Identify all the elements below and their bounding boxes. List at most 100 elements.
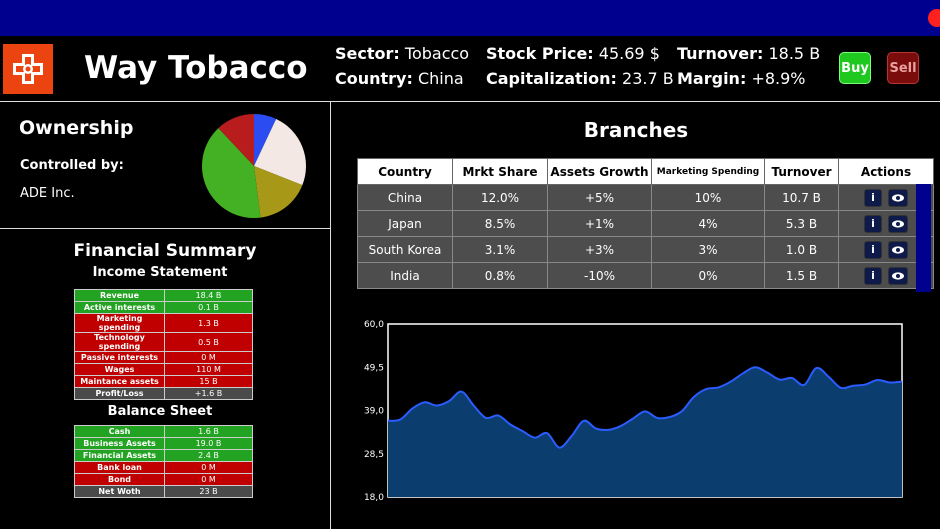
branches-scrollbar[interactable] xyxy=(916,184,931,292)
market-share-cell: 12.0% xyxy=(452,184,548,211)
company-name: Way Tobacco xyxy=(84,50,308,86)
country-cell: India xyxy=(357,262,453,289)
assets-growth-cell: -10% xyxy=(547,262,652,289)
view-button[interactable] xyxy=(888,214,908,233)
assets-growth-cell: +5% xyxy=(547,184,652,211)
pie-slice xyxy=(201,128,261,218)
ownership-title: Ownership xyxy=(19,117,134,139)
row-label: Passive interests xyxy=(74,351,165,364)
income-statement-title: Income Statement xyxy=(92,265,228,280)
row-label: Profit/Loss xyxy=(74,387,165,400)
table-row: China 12.0% +5% 10% 10.7 B i xyxy=(357,184,934,211)
table-row: Technology spending 0.5 B xyxy=(74,332,253,352)
y-tick-label: 28,5 xyxy=(364,450,384,460)
area-fill xyxy=(388,367,902,497)
table-row: Profit/Loss +1.6 B xyxy=(74,387,253,400)
buy-button[interactable]: Buy xyxy=(839,52,871,84)
row-label: Wages xyxy=(74,363,165,376)
table-row: Marketing spending 1.3 B xyxy=(74,313,253,333)
assets-growth-cell: +1% xyxy=(547,210,652,237)
row-label: Revenue xyxy=(74,289,165,302)
info-button[interactable]: i xyxy=(864,188,882,207)
row-label: Bank loan xyxy=(74,461,165,474)
row-value: 0.5 B xyxy=(164,332,253,352)
table-row: Cash 1.6 B xyxy=(74,425,253,438)
market-share-cell: 0.8% xyxy=(452,262,548,289)
view-button[interactable] xyxy=(888,188,908,207)
eye-icon xyxy=(892,193,904,202)
table-row: Passive interests 0 M xyxy=(74,351,253,364)
col-turnover: Turnover xyxy=(764,158,839,185)
row-value: 18.4 B xyxy=(164,289,253,302)
row-label: Marketing spending xyxy=(74,313,165,333)
row-value: 0.1 B xyxy=(164,301,253,314)
controlled-by-value: ADE Inc. xyxy=(20,186,75,201)
row-label: Active interests xyxy=(74,301,165,314)
vertical-divider xyxy=(330,102,331,529)
y-tick-label: 18,0 xyxy=(364,493,384,503)
controlled-by-label: Controlled by: xyxy=(20,158,124,173)
col-assets-growth: Assets Growth xyxy=(547,158,652,185)
view-button[interactable] xyxy=(888,266,908,285)
col-actions: Actions xyxy=(838,158,934,185)
table-row: Bond 0 M xyxy=(74,473,253,486)
stock-price-chart: 60,0 49,5 39,0 28,5 18,0 xyxy=(364,320,903,503)
table-row: India 0.8% -10% 0% 1.5 B i xyxy=(357,262,934,289)
y-tick-label: 60,0 xyxy=(364,320,384,330)
row-label: Financial Assets xyxy=(74,449,165,462)
row-value: 23 B xyxy=(164,485,253,498)
marketing-spending-cell: 0% xyxy=(651,262,765,289)
pie-slice xyxy=(254,166,303,218)
financial-summary-title: Financial Summary xyxy=(73,241,257,261)
info-button[interactable]: i xyxy=(864,240,882,259)
marketing-spending-cell: 4% xyxy=(651,210,765,237)
row-label: Technology spending xyxy=(74,332,165,352)
info-button[interactable]: i xyxy=(864,214,882,233)
assets-growth-cell: +3% xyxy=(547,236,652,263)
country-cell: Japan xyxy=(357,210,453,237)
y-tick-label: 39,0 xyxy=(364,407,384,417)
row-label: Cash xyxy=(74,425,165,438)
table-row: South Korea 3.1% +3% 3% 1.0 B i xyxy=(357,236,934,263)
balance-sheet-title: Balance Sheet xyxy=(107,404,213,419)
company-header: Way Tobacco Sector: Tobacco Country: Chi… xyxy=(0,36,940,102)
market-share-cell: 8.5% xyxy=(452,210,548,237)
row-value: 0 M xyxy=(164,351,253,364)
country-stat: Country: China xyxy=(335,69,464,88)
ownership-pie-chart xyxy=(201,114,306,218)
row-label: Net Woth xyxy=(74,485,165,498)
eye-icon xyxy=(892,245,904,254)
row-value: 19.0 B xyxy=(164,437,253,450)
margin-stat: Margin: +8.9% xyxy=(677,69,806,88)
table-row: Net Woth 23 B xyxy=(74,485,253,498)
info-button[interactable]: i xyxy=(864,266,882,285)
col-country: Country xyxy=(357,158,453,185)
col-marketing-spending: Marketing Spending xyxy=(651,158,765,185)
row-value: 110 M xyxy=(164,363,253,376)
horizontal-divider xyxy=(0,228,330,229)
pie-slice xyxy=(254,114,277,166)
table-row: Revenue 18.4 B xyxy=(74,289,253,302)
row-label: Bond xyxy=(74,473,165,486)
view-button[interactable] xyxy=(888,240,908,259)
stock-price-stat: Stock Price: 45.69 $ xyxy=(486,44,660,63)
income-statement-table: Revenue 18.4 B Active interests 0.1 B Market… xyxy=(74,289,253,400)
market-share-cell: 3.1% xyxy=(452,236,548,263)
row-label: Maintance assets xyxy=(74,375,165,388)
table-row: Active interests 0.1 B xyxy=(74,301,253,314)
pie-slice xyxy=(218,114,254,166)
y-tick-label: 49,5 xyxy=(364,363,384,373)
price-line xyxy=(387,366,903,449)
row-value: +1.6 B xyxy=(164,387,253,400)
eye-icon xyxy=(892,271,904,280)
turnover-cell: 5.3 B xyxy=(764,210,839,237)
capitalization-stat: Capitalization: 23.7 B xyxy=(486,69,674,88)
top-bar xyxy=(0,0,940,36)
actions-cell: i xyxy=(838,262,934,289)
record-indicator xyxy=(928,9,940,27)
sell-button[interactable]: Sell xyxy=(887,52,919,84)
turnover-stat: Turnover: 18.5 B xyxy=(677,44,821,63)
turnover-cell: 10.7 B xyxy=(764,184,839,211)
table-row: Financial Assets 2.4 B xyxy=(74,449,253,462)
eye-icon xyxy=(892,219,904,228)
